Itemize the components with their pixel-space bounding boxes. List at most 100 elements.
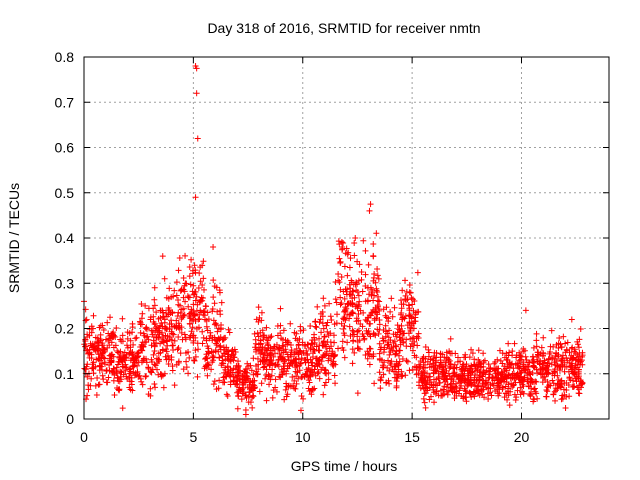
data-point xyxy=(354,390,361,397)
data-point xyxy=(416,382,423,389)
data-point xyxy=(190,332,197,339)
data-point xyxy=(100,376,107,383)
data-point xyxy=(295,356,302,363)
data-point xyxy=(422,404,429,411)
data-point xyxy=(151,296,158,303)
data-point xyxy=(385,341,392,348)
data-point xyxy=(213,342,220,349)
data-point xyxy=(195,316,202,323)
data-point xyxy=(340,316,347,323)
data-point xyxy=(105,374,112,381)
data-point xyxy=(532,378,539,385)
data-point xyxy=(226,329,233,336)
data-point xyxy=(94,374,101,381)
data-point xyxy=(396,358,403,365)
data-point xyxy=(513,354,520,361)
data-point xyxy=(543,393,550,400)
data-point xyxy=(337,294,344,301)
data-point xyxy=(487,381,494,388)
data-point xyxy=(318,329,325,336)
data-point xyxy=(267,376,274,383)
data-point xyxy=(220,336,227,343)
data-point xyxy=(142,302,149,309)
data-point xyxy=(305,359,312,366)
data-point xyxy=(291,377,298,384)
data-point xyxy=(339,338,346,345)
data-point xyxy=(100,327,107,334)
data-point xyxy=(138,321,145,328)
data-point xyxy=(123,351,130,358)
data-point xyxy=(334,311,341,318)
data-point xyxy=(366,361,373,368)
data-point xyxy=(126,330,133,337)
data-point xyxy=(128,378,135,385)
data-point xyxy=(280,356,287,363)
data-point xyxy=(475,347,482,354)
data-point xyxy=(367,312,374,319)
data-point xyxy=(178,315,185,322)
x-tick-label: 0 xyxy=(80,429,88,445)
data-point xyxy=(103,367,110,374)
data-point xyxy=(480,363,487,370)
data-point xyxy=(384,342,391,349)
data-point xyxy=(558,356,565,363)
data-point xyxy=(209,305,216,312)
data-point xyxy=(389,313,396,320)
data-point xyxy=(95,381,102,388)
data-point xyxy=(320,391,327,398)
data-point xyxy=(445,357,452,364)
data-point xyxy=(567,377,574,384)
data-point xyxy=(436,379,443,386)
data-point xyxy=(383,314,390,321)
data-point xyxy=(320,295,327,302)
data-point xyxy=(406,289,413,296)
data-point xyxy=(485,385,492,392)
data-point xyxy=(198,309,205,316)
data-point xyxy=(509,383,516,390)
data-point xyxy=(151,361,158,368)
data-point xyxy=(143,326,150,333)
data-point xyxy=(194,135,201,142)
data-point xyxy=(570,354,577,361)
data-point xyxy=(388,358,395,365)
data-point xyxy=(392,350,399,357)
data-point xyxy=(132,335,139,342)
data-point xyxy=(350,310,357,317)
data-point xyxy=(199,297,206,304)
data-point xyxy=(272,384,279,391)
data-point xyxy=(160,384,167,391)
data-point xyxy=(326,345,333,352)
data-point xyxy=(371,380,378,387)
data-point xyxy=(349,346,356,353)
data-point xyxy=(449,388,456,395)
data-point xyxy=(243,372,250,379)
data-point xyxy=(127,365,134,372)
data-point xyxy=(568,345,575,352)
data-point xyxy=(120,371,127,378)
data-point xyxy=(441,383,448,390)
data-point xyxy=(548,327,555,334)
data-point xyxy=(160,333,167,340)
data-point xyxy=(381,359,388,366)
data-point xyxy=(411,318,418,325)
data-point xyxy=(282,346,289,353)
x-tick-label: 15 xyxy=(404,429,420,445)
data-point xyxy=(567,355,574,362)
data-point xyxy=(168,317,175,324)
data-point xyxy=(355,277,362,284)
data-point xyxy=(270,360,277,367)
data-point xyxy=(161,370,168,377)
data-point xyxy=(204,309,211,316)
data-point xyxy=(422,344,429,351)
data-point xyxy=(439,373,446,380)
data-point xyxy=(552,397,559,404)
data-point xyxy=(261,360,268,367)
data-point xyxy=(262,357,269,364)
data-point xyxy=(186,273,193,280)
data-point xyxy=(322,379,329,386)
data-point xyxy=(199,328,206,335)
data-point xyxy=(283,380,290,387)
data-point xyxy=(242,392,249,399)
data-point xyxy=(191,311,198,318)
